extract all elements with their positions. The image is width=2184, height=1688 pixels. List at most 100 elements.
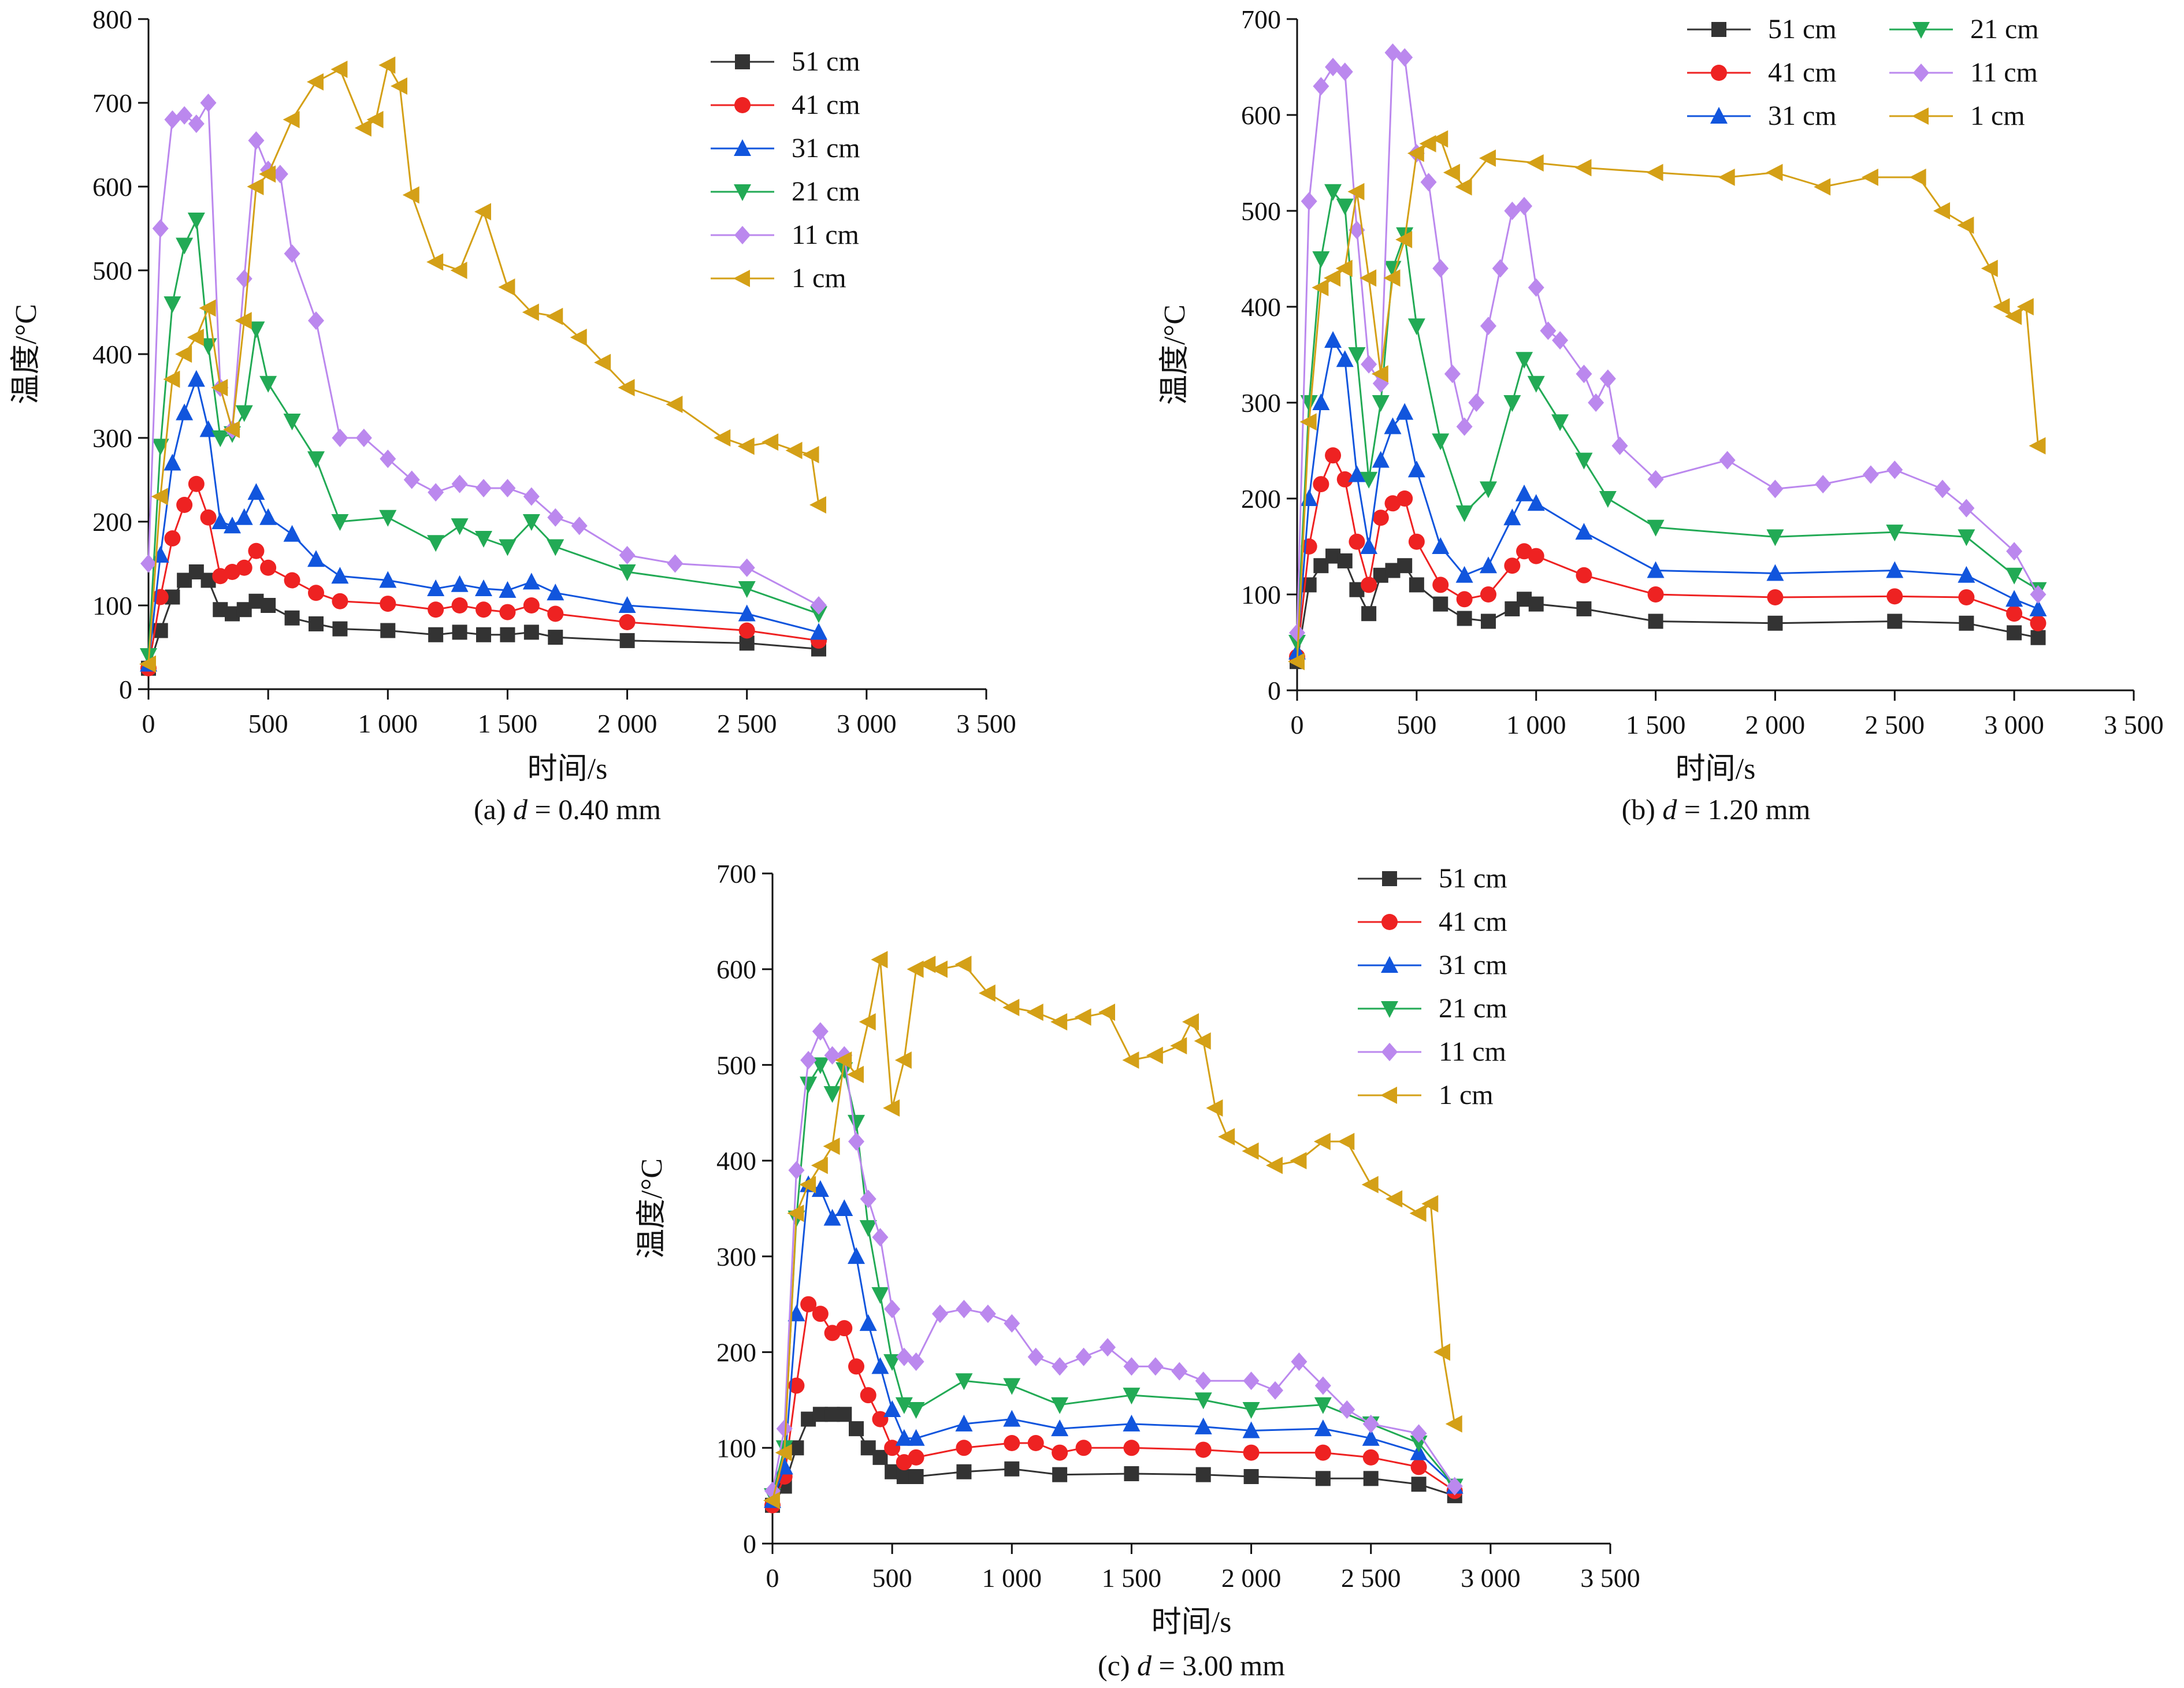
data-point bbox=[235, 312, 252, 329]
data-point bbox=[523, 597, 540, 614]
data-point bbox=[1646, 163, 1663, 181]
y-tick-label: 100 bbox=[1241, 580, 1281, 609]
panel-label: (a) bbox=[474, 793, 513, 826]
data-point bbox=[1528, 548, 1544, 564]
data-point bbox=[884, 1440, 901, 1456]
data-point bbox=[1718, 168, 1735, 186]
data-point bbox=[2005, 567, 2023, 585]
data-point bbox=[1479, 149, 1496, 167]
data-point bbox=[907, 960, 924, 978]
data-point bbox=[498, 278, 515, 296]
data-point bbox=[1372, 395, 1390, 412]
data-point bbox=[380, 596, 396, 612]
data-point bbox=[848, 1114, 865, 1132]
x-tick-label: 1 000 bbox=[1506, 710, 1566, 739]
data-point bbox=[1195, 1467, 1211, 1482]
data-point bbox=[1503, 395, 1521, 412]
data-point bbox=[1588, 393, 1604, 412]
y-tick-label: 300 bbox=[716, 1242, 756, 1271]
data-point bbox=[1446, 1477, 1463, 1496]
data-point bbox=[1443, 163, 1460, 181]
data-point bbox=[1313, 1133, 1331, 1150]
legend-item: 1 cm bbox=[1358, 1080, 1494, 1110]
data-point bbox=[1886, 588, 1903, 605]
data-point bbox=[379, 571, 397, 588]
x-tick-label: 1 000 bbox=[982, 1563, 1042, 1593]
data-point bbox=[247, 321, 265, 339]
data-point bbox=[1767, 615, 1783, 631]
data-point bbox=[1959, 615, 1974, 631]
data-point bbox=[476, 627, 491, 642]
data-point bbox=[200, 509, 217, 526]
data-point bbox=[330, 61, 348, 78]
x-tick-label: 500 bbox=[1396, 710, 1436, 739]
data-point bbox=[859, 1013, 876, 1031]
data-point bbox=[1299, 413, 1317, 431]
series-31-cm bbox=[140, 370, 827, 672]
data-point bbox=[1599, 491, 1617, 508]
data-point bbox=[1958, 499, 1975, 518]
data-point bbox=[811, 1157, 828, 1174]
legend-item: 21 cm bbox=[1358, 993, 1507, 1024]
data-point bbox=[475, 579, 492, 596]
series-41-cm bbox=[140, 475, 827, 676]
data-point bbox=[1815, 475, 1832, 494]
data-point bbox=[1551, 414, 1569, 432]
data-point bbox=[428, 483, 444, 502]
data-point bbox=[1243, 1444, 1260, 1461]
data-point bbox=[1504, 557, 1521, 574]
y-tick-label: 800 bbox=[92, 5, 132, 34]
data-point bbox=[1324, 184, 1342, 201]
data-point bbox=[283, 525, 301, 542]
legend-item: 11 cm bbox=[1358, 1036, 1506, 1067]
data-point bbox=[211, 512, 229, 529]
series-11-cm bbox=[1289, 43, 2046, 642]
data-point bbox=[570, 329, 587, 346]
data-point bbox=[1361, 355, 1377, 374]
data-point bbox=[1395, 230, 1413, 248]
data-point bbox=[788, 1377, 805, 1394]
legend-label: 51 cm bbox=[1768, 14, 1837, 44]
data-point bbox=[1575, 452, 1593, 470]
data-point bbox=[800, 1076, 818, 1094]
legend-label: 11 cm bbox=[792, 220, 859, 250]
data-point bbox=[1360, 537, 1378, 554]
data-point bbox=[1432, 577, 1449, 593]
data-point bbox=[355, 429, 372, 447]
legend-marker bbox=[1382, 871, 1397, 886]
data-point bbox=[236, 559, 252, 576]
data-point bbox=[187, 213, 205, 229]
data-point bbox=[188, 114, 205, 133]
legend-item: 1 cm bbox=[1889, 101, 2025, 131]
data-point bbox=[1432, 537, 1450, 554]
data-point bbox=[619, 546, 636, 564]
data-point bbox=[1349, 533, 1365, 550]
data-point bbox=[1314, 1419, 1332, 1437]
data-point bbox=[1290, 1152, 1307, 1170]
data-point bbox=[284, 572, 300, 589]
legend-label: 31 cm bbox=[1768, 101, 1837, 131]
data-point bbox=[547, 539, 564, 556]
legend-label: 51 cm bbox=[1439, 863, 1507, 894]
data-point bbox=[1002, 999, 1020, 1016]
data-point bbox=[848, 1358, 864, 1375]
data-point bbox=[1338, 1133, 1355, 1150]
data-point bbox=[1861, 168, 1878, 186]
data-point bbox=[1396, 403, 1414, 420]
data-point bbox=[1528, 596, 1544, 612]
data-point bbox=[1407, 318, 1425, 336]
data-point bbox=[380, 449, 396, 469]
data-point bbox=[2030, 615, 2046, 631]
data-point bbox=[261, 598, 276, 613]
data-point bbox=[1503, 508, 1521, 526]
series-line bbox=[1296, 191, 2039, 643]
legend-item: 51 cm bbox=[1687, 14, 1837, 44]
data-point bbox=[1574, 159, 1592, 177]
data-point bbox=[1314, 1397, 1332, 1414]
data-point bbox=[1479, 481, 1497, 499]
data-point bbox=[1194, 1392, 1212, 1410]
data-point bbox=[307, 451, 325, 469]
y-tick-label: 600 bbox=[716, 955, 756, 984]
data-point bbox=[894, 1051, 912, 1069]
data-point bbox=[835, 1199, 853, 1216]
